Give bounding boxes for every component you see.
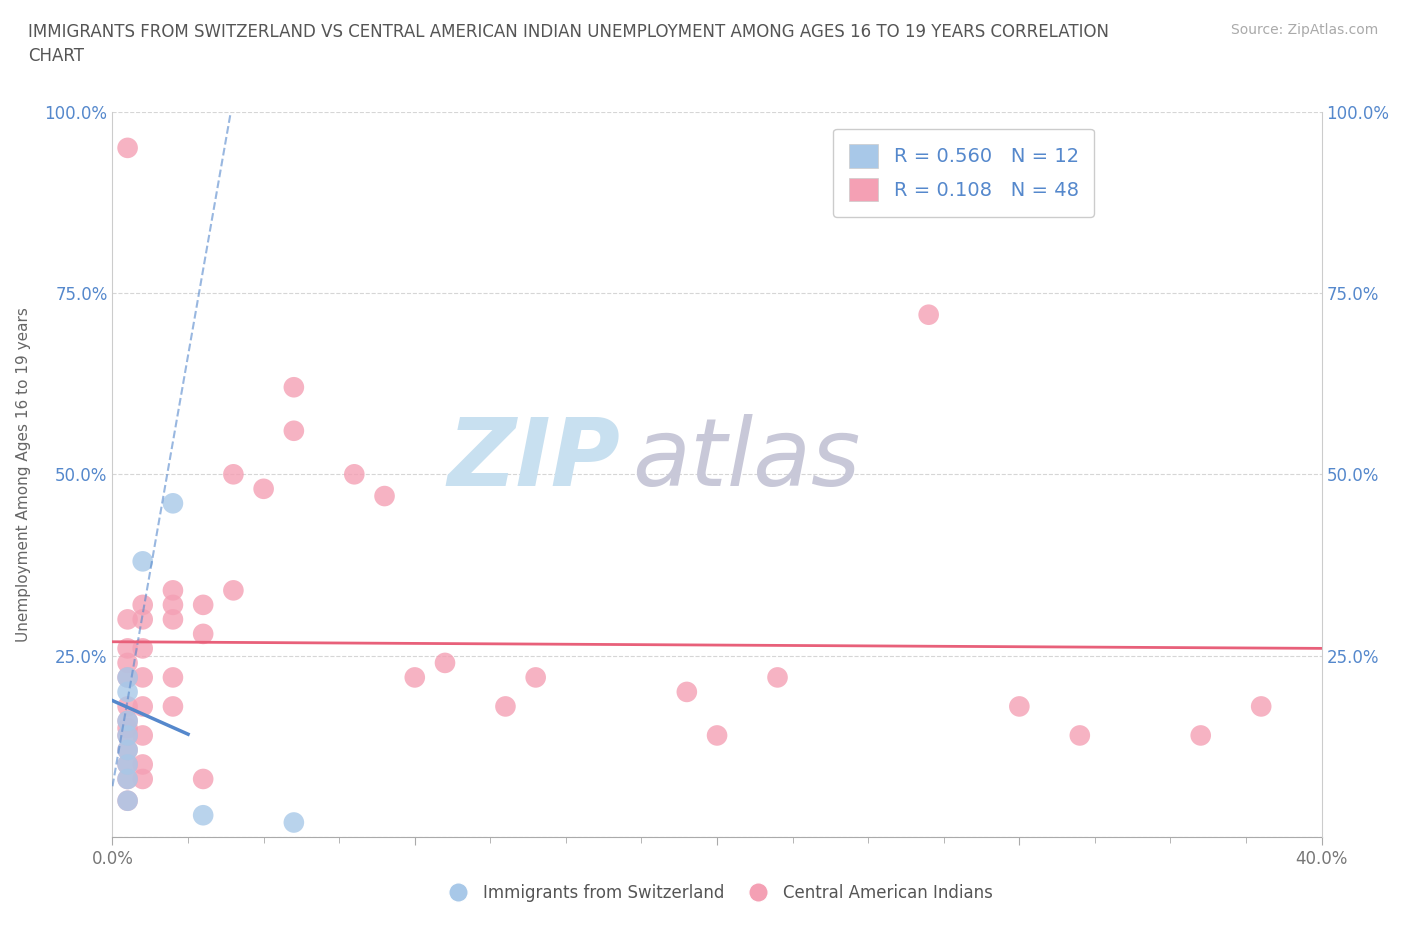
Point: [117, 793, 139, 808]
Point: [1250, 699, 1272, 714]
Point: [117, 656, 139, 671]
Point: [433, 656, 456, 671]
Point: [117, 140, 139, 155]
Point: [1069, 728, 1091, 743]
Point: [132, 728, 155, 743]
Point: [162, 583, 184, 598]
Point: [132, 772, 155, 787]
Point: [343, 467, 366, 482]
Point: [162, 597, 184, 612]
Point: [132, 699, 155, 714]
Text: ZIP: ZIP: [447, 414, 620, 506]
Point: [117, 757, 139, 772]
Point: [222, 583, 245, 598]
Text: atlas: atlas: [633, 414, 860, 505]
Point: [132, 554, 155, 569]
Point: [117, 728, 139, 743]
Point: [117, 742, 139, 757]
Point: [132, 641, 155, 656]
Point: [132, 612, 155, 627]
Point: [117, 772, 139, 787]
Point: [117, 699, 139, 714]
Point: [374, 488, 396, 503]
Y-axis label: Unemployment Among Ages 16 to 19 years: Unemployment Among Ages 16 to 19 years: [15, 307, 31, 642]
Point: [191, 808, 214, 823]
Point: [117, 612, 139, 627]
Point: [283, 423, 305, 438]
Point: [404, 670, 426, 684]
Point: [162, 612, 184, 627]
Point: [1189, 728, 1212, 743]
Point: [162, 496, 184, 511]
Legend: Immigrants from Switzerland, Central American Indians: Immigrants from Switzerland, Central Ame…: [434, 877, 1000, 909]
Point: [117, 742, 139, 757]
Point: [222, 467, 245, 482]
Point: [132, 670, 155, 684]
Point: [283, 815, 305, 830]
Point: [117, 684, 139, 699]
Point: [706, 728, 728, 743]
Point: [1008, 699, 1031, 714]
Text: IMMIGRANTS FROM SWITZERLAND VS CENTRAL AMERICAN INDIAN UNEMPLOYMENT AMONG AGES 1: IMMIGRANTS FROM SWITZERLAND VS CENTRAL A…: [28, 23, 1109, 65]
Point: [117, 728, 139, 743]
Point: [117, 772, 139, 787]
Point: [117, 641, 139, 656]
Point: [191, 627, 214, 642]
Point: [766, 670, 789, 684]
Point: [253, 482, 276, 497]
Point: [132, 757, 155, 772]
Point: [495, 699, 517, 714]
Point: [162, 670, 184, 684]
Point: [524, 670, 547, 684]
Point: [117, 793, 139, 808]
Text: Source: ZipAtlas.com: Source: ZipAtlas.com: [1230, 23, 1378, 37]
Point: [117, 670, 139, 684]
Point: [117, 713, 139, 728]
Point: [117, 757, 139, 772]
Point: [162, 699, 184, 714]
Point: [117, 713, 139, 728]
Point: [117, 721, 139, 736]
Point: [283, 379, 305, 394]
Point: [191, 772, 214, 787]
Point: [918, 307, 941, 322]
Point: [132, 597, 155, 612]
Point: [191, 597, 214, 612]
Point: [675, 684, 697, 699]
Point: [117, 670, 139, 684]
